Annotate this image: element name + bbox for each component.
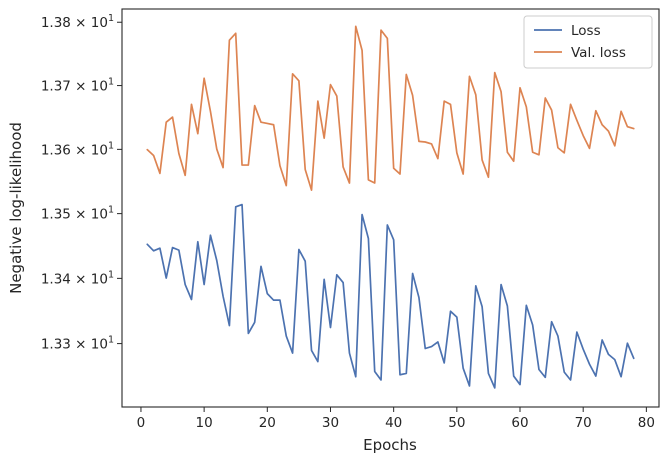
legend-box [523,15,653,69]
legend-label: Loss [571,23,601,39]
y-tick-label: 1.36 × 101 [41,140,114,158]
x-tick-label: 20 [259,415,276,431]
x-tick-label: 50 [448,415,465,431]
series-line-loss [146,203,635,389]
y-tick-label: 1.35 × 101 [41,205,114,223]
y-tick-label: 1.37 × 101 [41,77,114,95]
x-tick-label: 80 [638,415,655,431]
plot-area [122,9,659,407]
legend-label: Val. loss [571,45,626,61]
x-tick-label: 10 [196,415,213,431]
series-layer [146,25,635,389]
x-tick-label: 40 [385,415,402,431]
series-line-val-loss [146,25,635,191]
y-tick-label: 1.34 × 101 [41,269,114,287]
y-tick-label: 1.33 × 101 [41,335,114,353]
y-axis-label: Negative log-likelihood [7,122,25,294]
x-axis-label: Epochs [363,436,417,454]
y-tick-label: 1.38 × 101 [41,13,114,31]
plot-frame [121,8,660,408]
legend: Loss Val. loss [523,15,653,69]
x-tick-label: 60 [511,415,528,431]
x-tick-label: 70 [575,415,592,431]
axes-layer: 0 10 20 30 40 50 60 70 80 1.33 × 101 1.34 × 101 1.3… [41,8,660,431]
x-tick-label: 0 [137,415,146,431]
plot-background [122,9,659,407]
x-tick-label: 30 [322,415,339,431]
